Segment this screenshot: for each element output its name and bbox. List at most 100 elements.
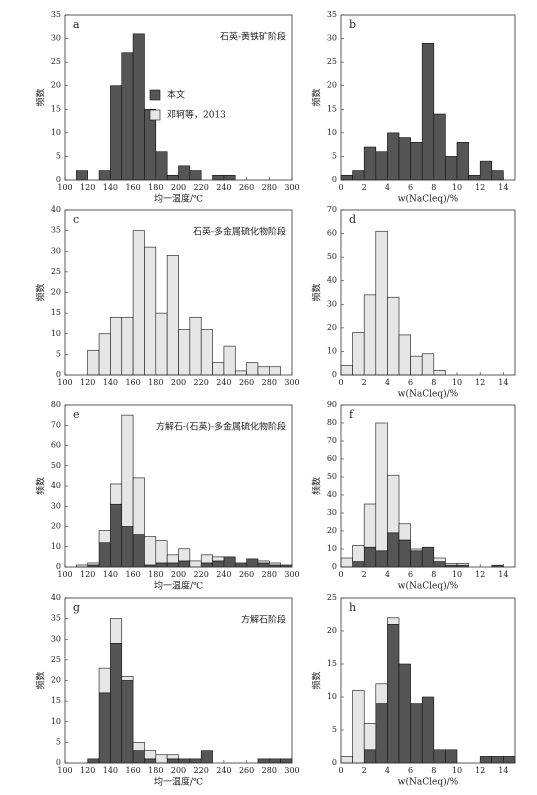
- bar: [189, 560, 202, 568]
- bar: [110, 483, 123, 505]
- legend-swatch: [149, 89, 161, 101]
- bar: [200, 562, 213, 568]
- bar: [268, 758, 281, 764]
- bar: [445, 749, 458, 764]
- bar: [200, 750, 213, 764]
- panel-label: b: [349, 18, 356, 31]
- bar: [144, 246, 157, 376]
- x-tick-label: 240: [216, 378, 231, 387]
- x-tick-label: 6: [408, 378, 413, 387]
- y-tick-label: 10: [327, 346, 337, 355]
- bar: [398, 334, 411, 376]
- y-tick-label: 10: [51, 717, 61, 726]
- bar: [98, 530, 111, 543]
- x-tick-label: 220: [194, 183, 209, 192]
- bar: [433, 557, 446, 562]
- x-tick-label: 8: [431, 378, 436, 387]
- bar: [456, 141, 469, 181]
- y-tick-label: 0: [332, 370, 337, 379]
- x-tick-label: 4: [385, 766, 390, 775]
- y-tick-label: 15: [51, 308, 61, 317]
- bar: [352, 545, 365, 562]
- bar: [110, 643, 123, 764]
- y-tick-label: 60: [327, 454, 337, 463]
- panel-label: c: [73, 213, 79, 226]
- y-tick-label: 30: [51, 501, 61, 510]
- bar: [189, 170, 202, 181]
- x-axis-label: 均一温度/℃: [154, 193, 203, 205]
- bar: [257, 560, 270, 564]
- x-tick-label: 280: [262, 570, 277, 579]
- y-tick-label: 10: [327, 128, 337, 137]
- y-tick-label: 0: [332, 758, 337, 767]
- bar: [375, 151, 388, 181]
- x-tick-label: 220: [194, 378, 209, 387]
- annotation: 石英-黄铁矿阶段: [220, 31, 286, 43]
- y-tick-label: 10: [327, 692, 337, 701]
- bar: [98, 333, 111, 376]
- x-tick-label: 100: [57, 378, 72, 387]
- bar: [456, 563, 469, 566]
- bar: [257, 366, 270, 376]
- x-tick-label: 6: [408, 570, 413, 579]
- x-tick-label: 280: [262, 766, 277, 775]
- x-tick-label: 100: [57, 183, 72, 192]
- y-tick-label: 25: [51, 57, 61, 66]
- panel-label: g: [73, 601, 80, 614]
- y-tick-label: 20: [51, 676, 61, 685]
- bar: [132, 33, 145, 181]
- y-tick-label: 10: [51, 128, 61, 137]
- bar: [410, 548, 423, 552]
- x-tick-label: 180: [148, 766, 163, 775]
- y-tick-label: 35: [51, 226, 61, 235]
- x-tick-label: 12: [475, 570, 485, 579]
- bar: [212, 174, 225, 181]
- bar: [132, 477, 145, 535]
- bar: [144, 536, 157, 566]
- bar: [503, 756, 516, 764]
- bar: [200, 554, 213, 564]
- bar: [479, 756, 493, 764]
- bar: [166, 174, 179, 181]
- bar: [433, 113, 446, 181]
- bar: [178, 548, 191, 562]
- y-tick-label: 40: [51, 481, 61, 490]
- bar: [178, 329, 191, 376]
- bar: [375, 683, 388, 704]
- bar: [189, 758, 202, 764]
- x-tick-label: 180: [148, 183, 163, 192]
- x-tick-label: 120: [80, 766, 95, 775]
- y-tick-label: 40: [327, 490, 337, 499]
- x-tick-label: 240: [216, 183, 231, 192]
- x-tick-label: 300: [284, 378, 299, 387]
- x-tick-label: 10: [452, 766, 462, 775]
- bar: [363, 294, 377, 376]
- bar: [87, 562, 100, 566]
- bar: [121, 526, 134, 568]
- bar: [234, 370, 247, 376]
- bar: [178, 560, 191, 568]
- x-tick-label: 200: [171, 378, 186, 387]
- bar: [387, 624, 400, 764]
- x-tick-label: 8: [431, 183, 436, 192]
- bar: [352, 332, 365, 376]
- bar: [166, 554, 179, 564]
- y-tick-label: 20: [327, 81, 337, 90]
- x-tick-label: 120: [80, 378, 95, 387]
- x-tick-label: 140: [103, 570, 118, 579]
- bar: [375, 703, 388, 764]
- x-axis-label: w(NaCleq)/%: [398, 194, 459, 205]
- bar: [246, 362, 259, 376]
- x-tick-label: 300: [284, 570, 299, 579]
- x-tick-label: 260: [239, 570, 254, 579]
- bar: [166, 255, 179, 376]
- y-tick-label: 10: [51, 329, 61, 338]
- x-tick-label: 100: [57, 570, 72, 579]
- x-tick-label: 6: [408, 766, 413, 775]
- y-axis-label: 频数: [35, 88, 47, 106]
- x-tick-label: 260: [239, 766, 254, 775]
- x-axis-label: 均一温度/℃: [154, 580, 203, 592]
- y-tick-label: 90: [327, 400, 337, 409]
- bar: [110, 85, 123, 181]
